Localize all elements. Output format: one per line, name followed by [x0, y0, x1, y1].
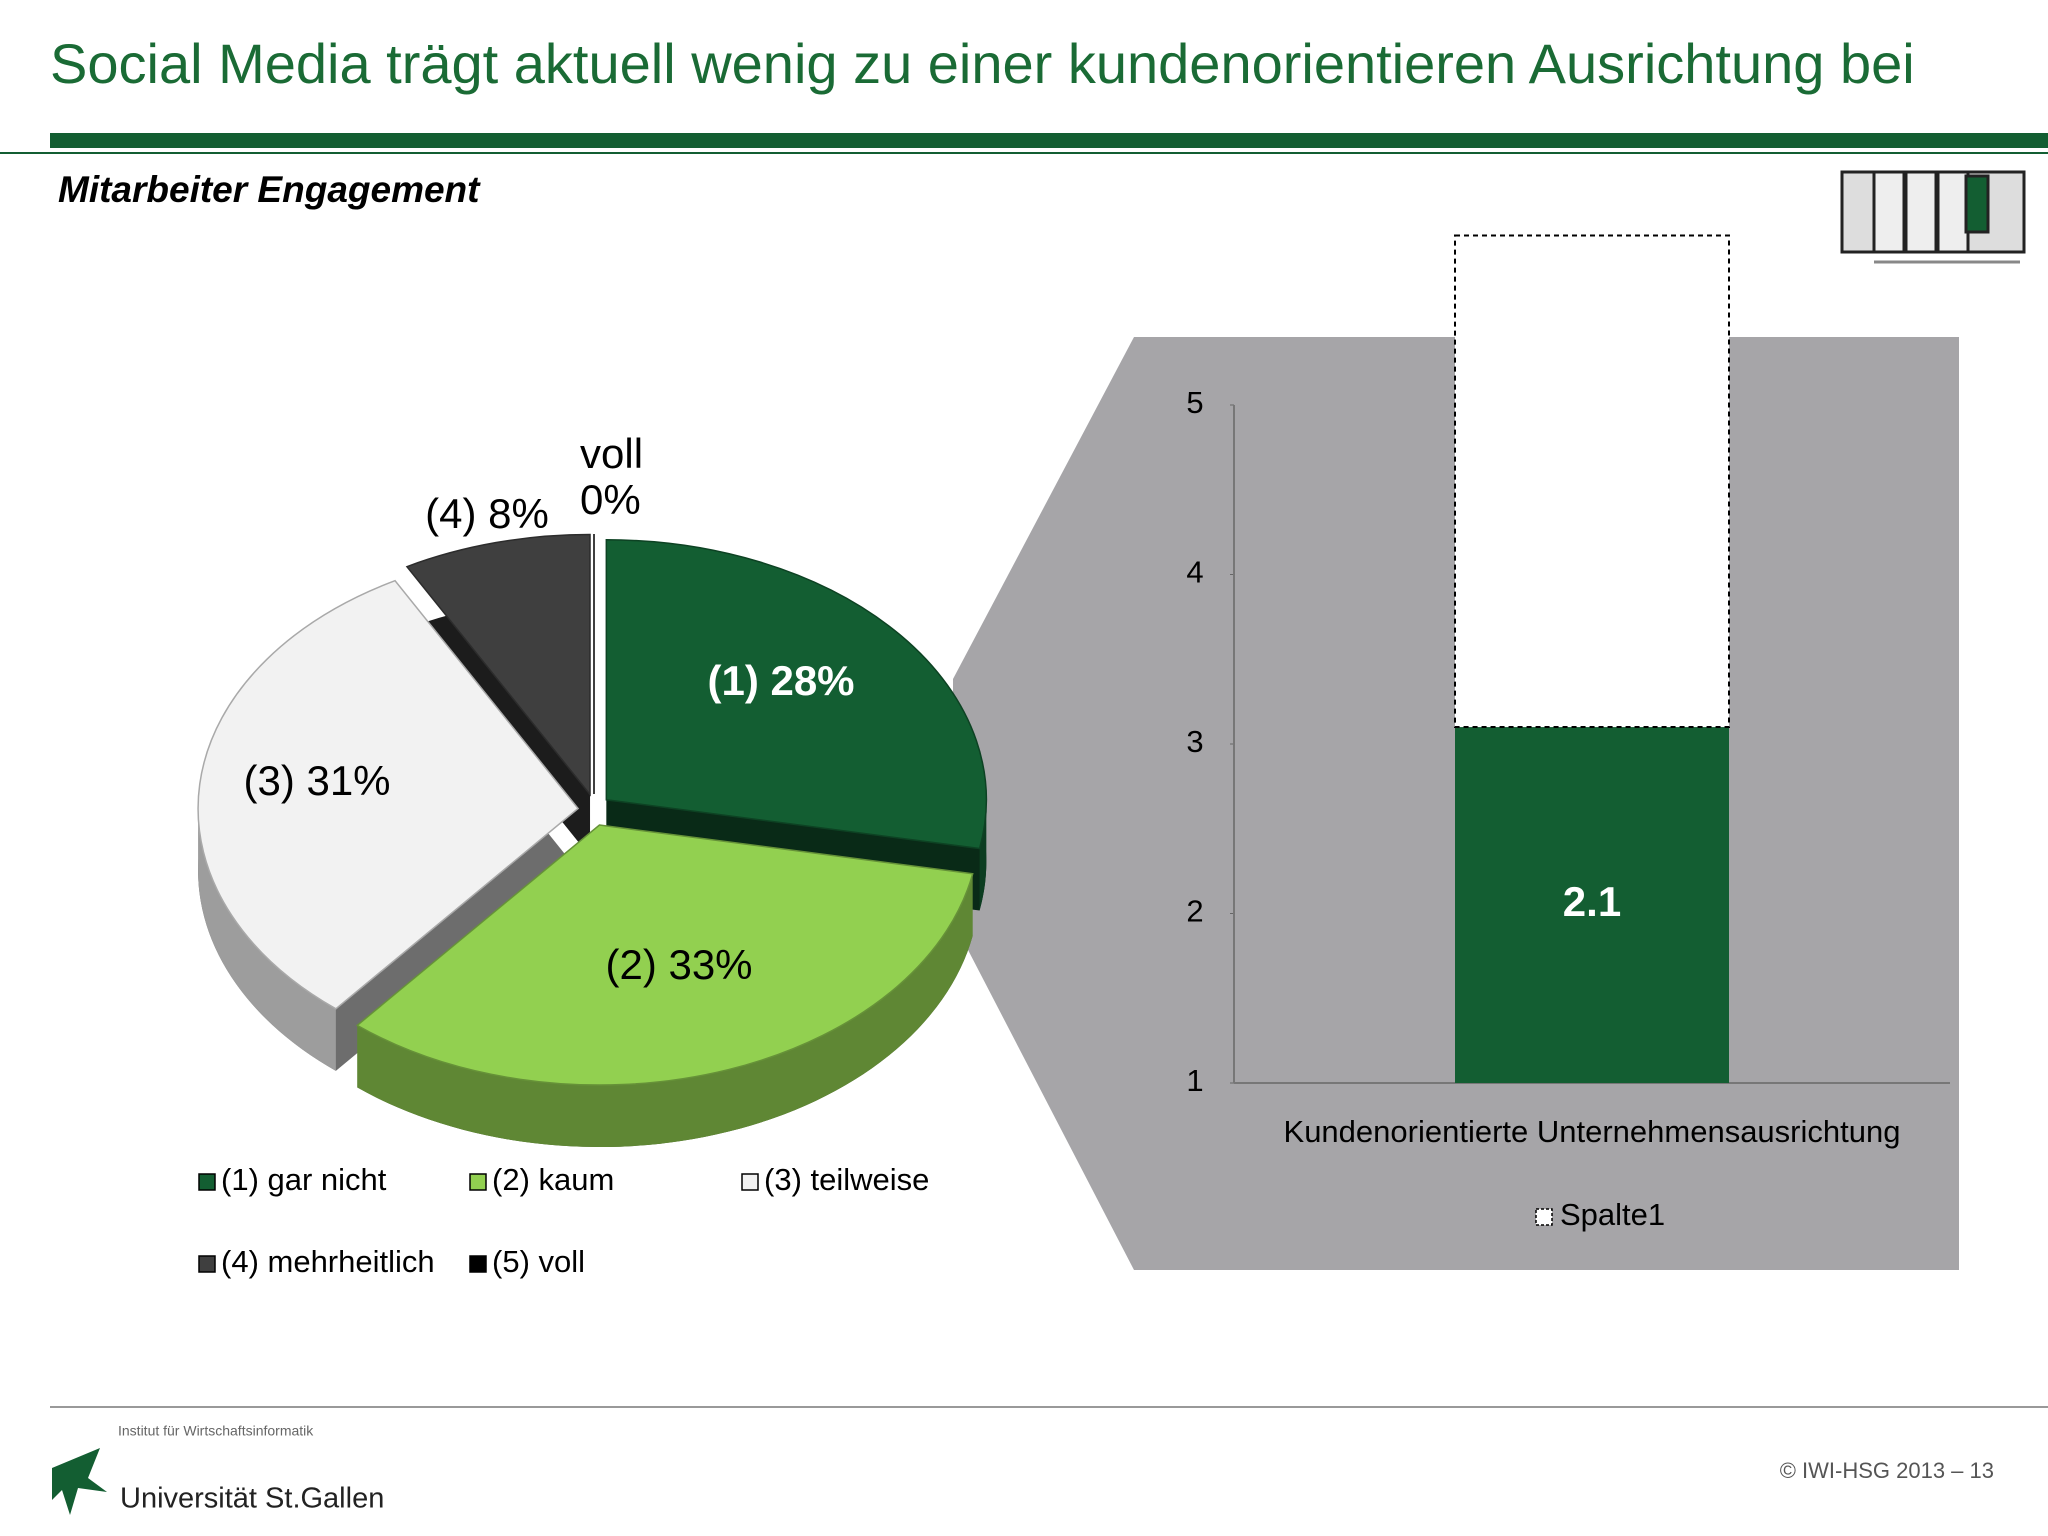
data-label: (4) 8% — [425, 490, 549, 537]
legend-label: (2) kaum — [492, 1162, 614, 1197]
y-tick-label: 3 — [1186, 724, 1203, 759]
data-label-line: 0% — [580, 476, 641, 523]
pie-slice — [405, 533, 591, 797]
legend-marker — [198, 1173, 216, 1191]
y-tick-label: 2 — [1186, 894, 1203, 929]
data-label: (3) 31% — [243, 757, 390, 804]
slide-title: Social Media trägt aktuell wenig zu eine… — [50, 32, 1915, 95]
logo — [52, 1448, 107, 1515]
pie-slice-side — [198, 808, 336, 1071]
legend-label: (1) gar nicht — [221, 1162, 387, 1197]
title-rule — [0, 152, 2048, 154]
progress-icon — [1840, 170, 2026, 264]
y-tick-label: 4 — [1186, 555, 1203, 590]
legend-marker — [469, 1255, 487, 1273]
y-tick-label: 1 — [1186, 1063, 1203, 1098]
subtitle: Mitarbeiter Engagement — [58, 169, 481, 210]
data-label: 2.1 — [1563, 878, 1621, 925]
legend-label: (3) teilweise — [764, 1162, 929, 1197]
legend-marker — [198, 1255, 216, 1273]
pie-slice-side — [357, 873, 973, 1148]
bar — [1454, 234, 1730, 729]
copyright: © IWI-HSG 2013 – 13 — [1780, 1458, 1994, 1483]
legend-marker — [1535, 1208, 1553, 1226]
data-label-line: voll — [580, 430, 643, 477]
pie-slice — [605, 539, 987, 850]
data-label: (2) 33% — [605, 941, 752, 988]
pie-slice — [355, 824, 974, 1086]
data-label: voll 0% — [580, 430, 643, 523]
legend-marker — [469, 1173, 487, 1191]
x-tick-label: Kundenorientierte Unternehmensausrichtun… — [1284, 1114, 1901, 1149]
legend-label: Spalte1 — [1560, 1197, 1665, 1232]
legend-label: (4) mehrheitlich — [221, 1244, 435, 1279]
bar — [1455, 727, 1729, 1083]
university: Universität St.Gallen — [120, 1483, 384, 1515]
title-bar — [50, 133, 2048, 148]
institute: Institut für Wirtschaftsinformatik — [118, 1423, 314, 1439]
y-tick-label: 5 — [1186, 385, 1203, 420]
legend-marker — [741, 1173, 759, 1191]
legend-label: (5) voll — [492, 1244, 585, 1279]
pie-slice — [197, 579, 580, 1010]
data-label: (1) 28% — [707, 657, 854, 704]
